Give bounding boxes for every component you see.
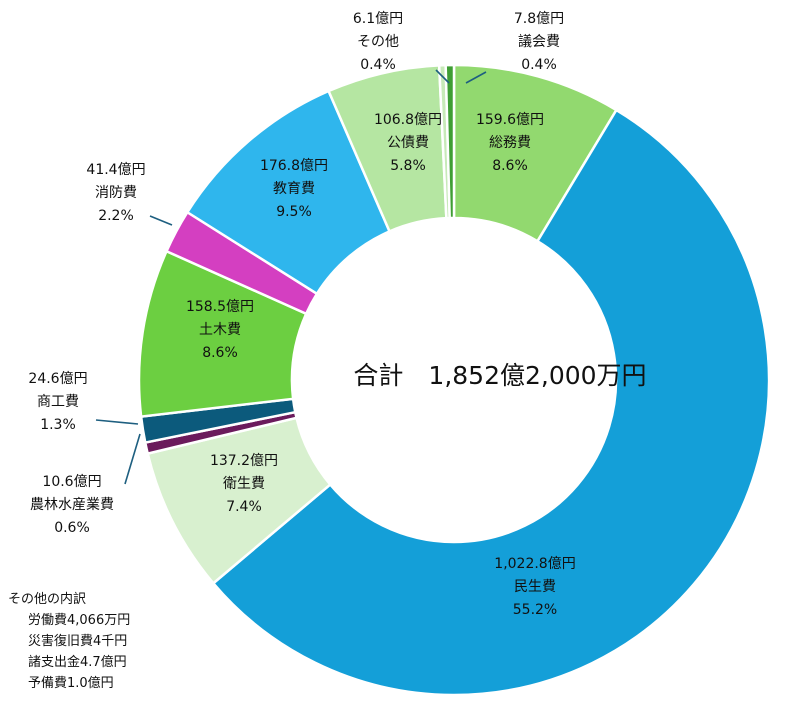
slice-percent: 0.4%	[521, 57, 557, 73]
total-label: 合計 1,852億2,000万円	[353, 361, 646, 390]
slice-name: 民生費	[514, 579, 556, 595]
slice-label: 1,022.8億円民生費 55.2%	[494, 556, 575, 618]
slice-amount: 7.8億円	[514, 11, 564, 27]
leader-line	[124, 433, 141, 485]
slice-amount: 1,022.8億円	[494, 556, 575, 572]
slice-label: 176.8億円教育費 9.5%	[260, 158, 328, 220]
slice-name: 議会費	[518, 33, 560, 50]
slice-name: 衛生費	[223, 476, 265, 492]
slice-percent: 7.4%	[226, 499, 262, 515]
slice-2	[211, 108, 771, 697]
slice-name: その他	[357, 34, 399, 50]
slice-label: 24.6億円商工費 1.3%	[28, 371, 87, 433]
slice-name: 土木費	[199, 322, 241, 338]
slice-amount: 106.8億円	[374, 112, 442, 128]
slice-amount: 24.6億円	[28, 371, 87, 387]
slice-percent: 2.2%	[98, 208, 134, 224]
slice-amount: 137.2億円	[210, 453, 278, 469]
slice-percent: 9.5%	[276, 204, 312, 220]
slice-amount: 158.5億円	[186, 299, 254, 315]
slice-labels-group: 159.6億円総務費 8.6% 1,022.8億円民生費 55.2% 137.2億円衛生…	[28, 11, 575, 618]
other-breakdown-title: その他の内訳	[8, 591, 86, 607]
slice-name: 教育費	[273, 181, 315, 197]
leader-line	[95, 419, 139, 425]
leader-line	[149, 215, 173, 226]
slice-name: 公債費	[387, 135, 429, 151]
slice-percent: 1.3%	[40, 417, 76, 433]
slice-amount: 159.6億円	[476, 112, 544, 128]
slice-amount: 10.6億円	[42, 474, 101, 490]
other-breakdown-item: 諸支出金4.7億円	[28, 654, 127, 670]
leader-line	[465, 71, 487, 84]
slice-name: 商工費	[37, 394, 79, 410]
slice-label: 7.8億円議会費 0.4%	[514, 11, 564, 73]
slice-amount: 41.4億円	[86, 162, 145, 178]
slice-amount: 6.1億円	[353, 11, 403, 27]
slice-label: 159.6億円総務費 8.6%	[476, 112, 544, 174]
slice-amount: 176.8億円	[260, 158, 328, 174]
slice-name: 農林水産業費	[30, 497, 114, 513]
other-breakdown-item: 予備費1.0億円	[28, 675, 114, 691]
slice-label: 106.8億円公債費 5.8%	[374, 112, 442, 174]
other-breakdown-item: 災害復旧費4千円	[28, 633, 127, 649]
slice-percent: 8.6%	[492, 158, 528, 174]
slice-name: 総務費	[489, 135, 531, 151]
slice-percent: 0.6%	[54, 520, 90, 536]
other-breakdown-note: その他の内訳 労働費4,066万円 災害復旧費4千円 諸支出金4.7億円 予備費…	[8, 591, 130, 691]
slice-percent: 55.2%	[513, 602, 557, 618]
slice-percent: 0.4%	[360, 57, 396, 73]
slice-label: 10.6億円農林水産業費 0.6%	[30, 474, 114, 536]
slices-group	[137, 63, 771, 697]
slice-percent: 5.8%	[390, 158, 426, 174]
slice-name: 消防費	[95, 185, 137, 201]
slice-label: 158.5億円土木費 8.6%	[186, 299, 254, 361]
leader-line	[435, 69, 450, 84]
other-breakdown-item: 労働費4,066万円	[28, 613, 130, 628]
leader-lines-group	[95, 69, 487, 485]
slice-label: 41.4億円消防費 2.2%	[86, 162, 145, 224]
slice-percent: 8.6%	[202, 345, 238, 361]
slice-label: 6.1億円その他 0.4%	[353, 11, 403, 73]
slice-label: 137.2億円衛生費 7.4%	[210, 453, 278, 515]
slice-11	[444, 63, 456, 220]
